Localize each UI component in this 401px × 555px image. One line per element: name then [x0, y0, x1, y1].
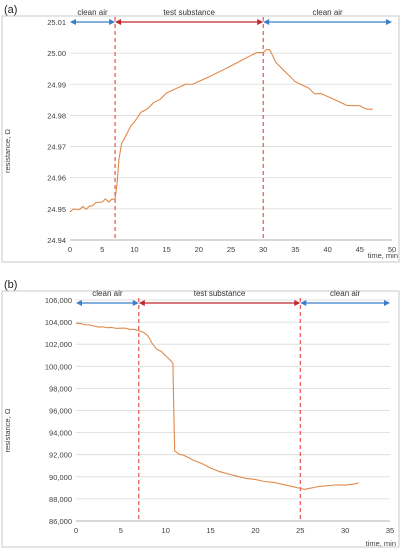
y-tick-label: 24.99: [47, 80, 66, 89]
phase-arrowhead-right: [294, 300, 301, 306]
panel-label: (b): [4, 279, 17, 291]
phase-label: test substance: [194, 289, 246, 298]
y-tick-label: 94,000: [49, 429, 72, 438]
y-axis-title: resistance, Ω: [3, 408, 12, 452]
y-tick-label: 24.94: [47, 236, 66, 245]
x-tick-label: 5: [119, 526, 123, 535]
phase-arrowhead-left: [138, 300, 145, 306]
x-tick-label: 10: [162, 526, 170, 535]
data-series-line: [69, 48, 373, 213]
x-tick-label: 25: [296, 526, 304, 535]
phase-arrowhead-right: [384, 300, 390, 306]
x-tick-label: 15: [206, 526, 214, 535]
x-tick-label: 35: [291, 245, 299, 254]
x-tick-label: 30: [341, 526, 349, 535]
phase-arrowhead-left: [115, 19, 122, 25]
x-axis-title: time, min: [368, 251, 398, 260]
x-tick-label: 10: [130, 245, 138, 254]
y-tick-label: 98,000: [49, 384, 72, 393]
x-tick-label: 40: [323, 245, 331, 254]
phase-arrowhead-left: [300, 300, 307, 306]
phase-arrowhead-left: [263, 19, 270, 25]
x-tick-label: 0: [68, 245, 72, 254]
phase-label: test substance: [163, 8, 215, 17]
x-tick-label: 25: [227, 245, 235, 254]
phase-arrowhead-right: [109, 19, 116, 25]
data-series-line: [75, 322, 359, 491]
phase-label: clean air: [77, 8, 108, 17]
x-tick-label: 15: [162, 245, 170, 254]
phase-arrowhead-right: [386, 19, 392, 25]
phase-arrowhead-right: [257, 19, 264, 25]
x-tick-label: 20: [195, 245, 203, 254]
y-tick-label: 106,000: [45, 296, 72, 305]
y-tick-label: 24.98: [47, 111, 66, 120]
y-tick-label: 92,000: [49, 451, 72, 460]
y-tick-label: 24.97: [47, 143, 66, 152]
y-tick-label: 100,000: [45, 362, 72, 371]
panel-label: (a): [4, 4, 17, 16]
y-tick-label: 25.00: [47, 49, 66, 58]
y-tick-label: 96,000: [49, 407, 72, 416]
y-tick-label: 24.95: [47, 205, 66, 214]
phase-arrowhead-left: [70, 19, 76, 25]
y-tick-label: 88,000: [49, 495, 72, 504]
y-tick-label: 104,000: [45, 318, 72, 327]
x-tick-label: 50: [388, 245, 396, 254]
y-tick-label: 24.96: [47, 174, 66, 183]
y-tick-label: 102,000: [45, 340, 72, 349]
x-tick-label: 30: [259, 245, 267, 254]
x-tick-label: 5: [100, 245, 104, 254]
chart-frame: [1, 15, 400, 263]
phase-label: clean air: [92, 289, 123, 298]
x-tick-label: 45: [356, 245, 364, 254]
chart-frame: [1, 290, 400, 548]
x-tick-label: 20: [251, 526, 259, 535]
phase-arrowhead-left: [76, 300, 82, 306]
y-tick-label: 25.01: [47, 18, 66, 27]
y-tick-label: 90,000: [49, 473, 72, 482]
chart-panel-1: 86,000 88,000 90,000 92,000 94,000 96,000 98,0…: [1, 279, 400, 548]
x-axis-title: time, min: [366, 539, 396, 548]
phase-label: clean air: [330, 289, 361, 298]
x-tick-label: 35: [386, 526, 394, 535]
y-axis-title: resistance, Ω: [3, 129, 12, 173]
phase-arrowhead-right: [132, 300, 139, 306]
x-tick-label: 0: [74, 526, 78, 535]
phase-label: clean air: [312, 8, 343, 17]
chart-panel-0: 24.94 24.95 24.96 24.97 24.98 24.99 25.00 25.01…: [1, 4, 400, 263]
y-tick-label: 86,000: [49, 517, 72, 526]
